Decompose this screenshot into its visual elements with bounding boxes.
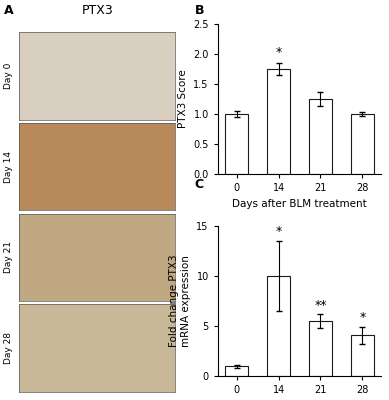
Bar [309, 99, 332, 174]
Text: Day 14: Day 14 [4, 150, 13, 182]
Bar [267, 69, 290, 174]
Text: Day 21: Day 21 [4, 241, 13, 274]
X-axis label: Days after BLM treatment: Days after BLM treatment [232, 198, 367, 208]
Text: *: * [275, 46, 282, 59]
Bar [225, 366, 248, 376]
Text: A: A [4, 4, 14, 17]
Text: B: B [194, 4, 204, 17]
Text: *: * [275, 226, 282, 238]
Text: **: ** [314, 298, 327, 312]
Bar [351, 335, 374, 376]
Text: PTX3: PTX3 [81, 4, 113, 17]
Text: Day 28: Day 28 [4, 332, 13, 364]
Bar [309, 321, 332, 376]
Text: Day 0: Day 0 [4, 63, 13, 89]
Y-axis label: PTX3 Score: PTX3 Score [178, 70, 188, 128]
Text: C: C [194, 178, 203, 191]
Text: *: * [359, 311, 365, 324]
Bar [225, 114, 248, 174]
Bar [351, 114, 374, 174]
Bar [267, 276, 290, 376]
Y-axis label: Fold change PTX3
mRNA expression: Fold change PTX3 mRNA expression [169, 255, 191, 347]
